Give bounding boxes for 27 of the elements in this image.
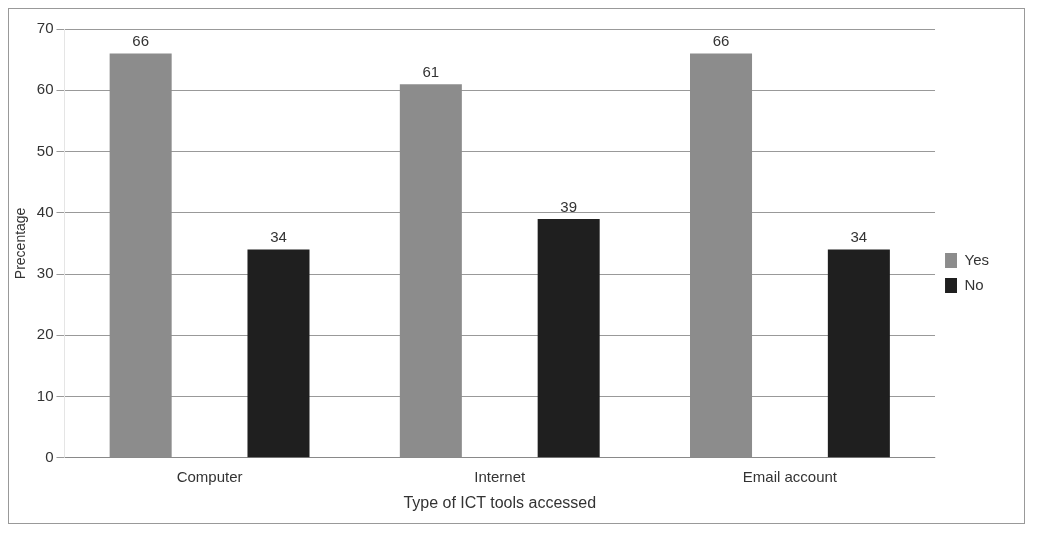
data-label: 66 [132, 32, 149, 50]
y-tick-label: 20 [36, 325, 54, 343]
bar [827, 249, 890, 458]
legend-label: Yes [964, 250, 990, 268]
x-tick-label: Email account [742, 467, 838, 485]
legend-label: No [964, 275, 984, 293]
data-label: 34 [270, 228, 287, 246]
bar [247, 249, 310, 458]
x-tick-label: Internet [474, 467, 527, 485]
y-tick-label: 0 [45, 447, 54, 465]
x-tick-label: Computer [176, 467, 243, 485]
data-label: 66 [712, 32, 730, 50]
bar [109, 53, 172, 458]
data-label: 39 [560, 197, 578, 215]
y-tick-label: 50 [36, 141, 54, 159]
y-axis-title: Precentage [12, 207, 29, 280]
bar [399, 84, 462, 458]
data-label: 61 [422, 62, 440, 80]
data-label: 34 [850, 228, 868, 246]
y-tick-label: 70 [36, 19, 54, 37]
bar [537, 218, 600, 458]
y-tick-label: 40 [36, 202, 54, 220]
y-tick-label: 60 [36, 80, 54, 98]
y-tick-label: 30 [36, 264, 54, 282]
bar [690, 53, 753, 458]
y-tick-label: 10 [36, 386, 54, 404]
x-axis-title: Type of ICT tools accessed [403, 493, 597, 511]
